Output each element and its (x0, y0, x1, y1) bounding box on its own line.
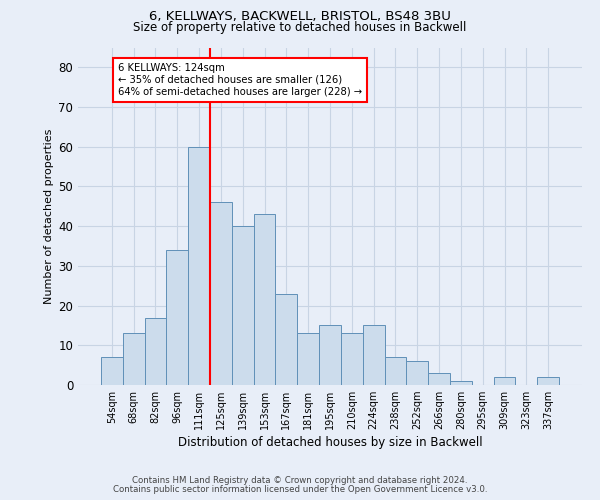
Bar (123, 334, 145, 385)
Bar (363, 326, 385, 385)
Bar (428, 373, 450, 385)
Bar (341, 334, 363, 385)
Bar (319, 326, 341, 385)
Bar (145, 318, 166, 385)
Bar (275, 294, 297, 385)
X-axis label: Distribution of detached houses by size in Backwell: Distribution of detached houses by size … (178, 436, 482, 450)
Bar (494, 377, 515, 385)
Bar (166, 250, 188, 385)
Bar (537, 377, 559, 385)
Text: 6 KELLWAYS: 124sqm
← 35% of detached houses are smaller (126)
64% of semi-detach: 6 KELLWAYS: 124sqm ← 35% of detached hou… (118, 64, 362, 96)
Text: Contains HM Land Registry data © Crown copyright and database right 2024.: Contains HM Land Registry data © Crown c… (132, 476, 468, 485)
Bar (385, 357, 406, 385)
Bar (101, 357, 123, 385)
Bar (254, 214, 275, 385)
Bar (188, 147, 210, 385)
Text: Contains public sector information licensed under the Open Government Licence v3: Contains public sector information licen… (113, 485, 487, 494)
Bar (210, 202, 232, 385)
Bar (232, 226, 254, 385)
Text: 6, KELLWAYS, BACKWELL, BRISTOL, BS48 3BU: 6, KELLWAYS, BACKWELL, BRISTOL, BS48 3BU (149, 10, 451, 23)
Y-axis label: Number of detached properties: Number of detached properties (44, 128, 54, 304)
Bar (297, 334, 319, 385)
Bar (406, 361, 428, 385)
Text: Size of property relative to detached houses in Backwell: Size of property relative to detached ho… (133, 22, 467, 35)
Bar (450, 381, 472, 385)
